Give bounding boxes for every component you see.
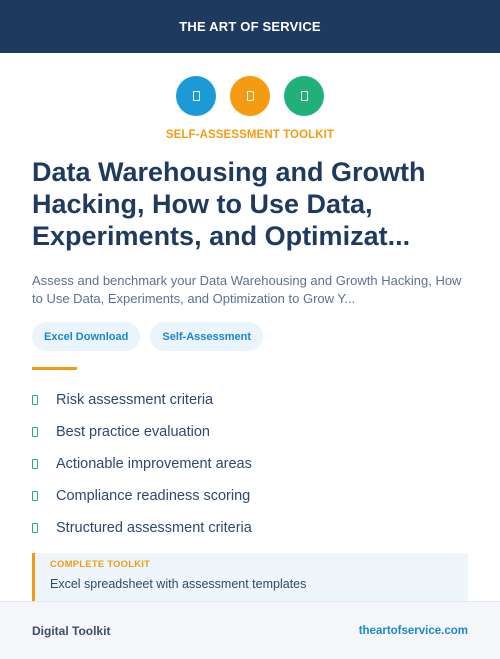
list-item: Actionable improvement areas	[32, 448, 252, 480]
tag-list: Excel Download Self-Assessment	[32, 322, 264, 351]
check-icon	[32, 459, 38, 469]
accent-divider	[32, 367, 77, 370]
check-icon	[32, 395, 38, 405]
eyebrow-label: SELF-ASSESSMENT TOOLKIT	[165, 129, 335, 141]
check-icon	[32, 523, 38, 533]
feature-label: Best practice evaluation	[56, 424, 210, 440]
green-document-icon	[284, 76, 324, 116]
feature-label: Compliance readiness scoring	[56, 488, 251, 504]
feature-label: Risk assessment criteria	[56, 392, 214, 408]
list-item: Best practice evaluation	[32, 416, 252, 448]
tag-excel-download: Excel Download	[32, 322, 141, 351]
footer-label: Digital Toolkit	[32, 623, 111, 638]
icon-row	[0, 76, 500, 116]
toolkit-label: COMPLETE TOOLKIT	[50, 559, 151, 570]
page-title: Data Warehousing and Growth Hacking, How…	[32, 157, 426, 251]
page-subtitle: Assess and benchmark your Data Warehousi…	[32, 273, 462, 306]
blue-document-icon	[176, 76, 216, 116]
footer-bar: Digital Toolkit theartofservice.com	[0, 601, 500, 659]
feature-list: Risk assessment criteria Best practice e…	[32, 384, 252, 544]
feature-label: Structured assessment criteria	[56, 520, 252, 536]
check-icon	[32, 427, 38, 437]
tag-self-assessment: Self-Assessment	[150, 322, 264, 351]
website-link[interactable]: theartofservice.com	[358, 624, 468, 637]
list-item: Compliance readiness scoring	[32, 480, 252, 512]
orange-document-icon	[230, 76, 270, 116]
check-icon	[32, 491, 38, 501]
header-bar: THE ART OF SERVICE	[0, 0, 500, 53]
toolkit-description: Excel spreadsheet with assessment templa…	[50, 577, 307, 591]
list-item: Structured assessment criteria	[32, 512, 252, 544]
list-item: Risk assessment criteria	[32, 384, 252, 416]
feature-label: Actionable improvement areas	[56, 456, 252, 472]
brand-title: THE ART OF SERVICE	[179, 19, 321, 34]
toolkit-callout: COMPLETE TOOLKIT Excel spreadsheet with …	[32, 553, 468, 601]
